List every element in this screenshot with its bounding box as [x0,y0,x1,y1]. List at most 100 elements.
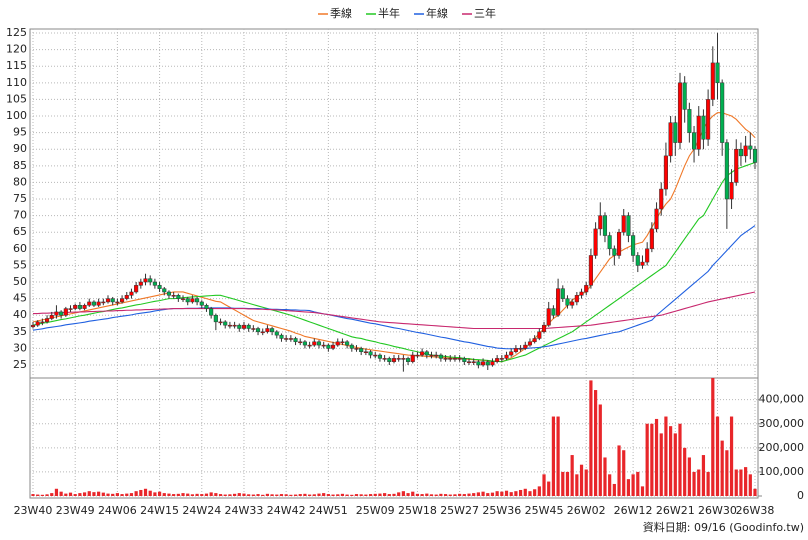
volume-bar [68,492,73,496]
volume-bar [434,494,438,496]
y-tick-label: 40 [13,308,27,321]
volume-bar [697,469,701,496]
volume-bar [636,471,640,496]
volume-bar [458,493,462,496]
candle-body [738,148,743,157]
candle-body [354,348,359,350]
candle-body [45,318,50,323]
volume-bar [411,491,415,496]
candle-body [677,82,683,143]
volume-bar [589,380,593,496]
candle-body [574,295,579,303]
candle-body [335,341,340,346]
volume-bar [293,494,298,496]
volume-bar [556,416,560,496]
x-tick-label: 25W45 [525,504,564,517]
candle-body [593,228,598,256]
candle-body [588,255,593,286]
volume-bar [218,494,223,496]
volume-bar [453,494,457,496]
candle-body [743,145,748,157]
x-tick-label: 24W33 [225,504,264,517]
volume-bar [289,494,293,496]
candle-body [302,341,307,346]
candle-body [265,328,270,333]
candle-body [105,298,111,303]
volume-bar [209,492,213,496]
candle-body [527,341,533,346]
candle-body [696,115,701,150]
x-tick-label: 26W38 [736,504,775,517]
volume-bar [214,493,218,496]
volume-bar [134,491,138,496]
volume-bar [322,493,326,496]
candle-body [499,358,504,360]
volume-bar [200,494,204,496]
volume-bar [364,494,368,496]
candle-body [120,298,125,303]
volume-bar [190,494,195,496]
candle-body [373,354,378,357]
volume-bar [640,486,645,496]
candle-body [471,361,476,363]
candle-body [279,334,284,339]
volume-bar [40,494,44,496]
candle-body [157,285,162,289]
volume-bar [373,493,377,496]
candle-body [40,321,45,324]
volume-bar [673,433,677,496]
candle-body [180,298,186,300]
candle-body [382,358,387,360]
volume-bar [509,492,513,496]
volume-bar [603,457,607,496]
candle-body [724,142,729,200]
candle-body [551,308,556,316]
volume-bar [753,488,757,496]
candle-body [692,132,697,150]
candle-body [659,188,664,210]
legend-label: 三年 [474,6,496,20]
candle-body [438,354,443,359]
candle-body [195,298,200,303]
candle-body [152,281,157,286]
candle-body [518,348,523,350]
volume-bar [31,494,35,496]
y-tick-label: 85 [13,159,27,172]
candle-body [481,361,486,366]
volume-bar [97,491,101,496]
candle-body [410,354,415,362]
candle-body [185,298,190,303]
candle-body [752,148,758,163]
volume-bar [312,494,316,496]
ma-line [32,225,756,350]
volume-bar [481,491,485,496]
y-tick-label: 80 [13,175,27,188]
volume-bar [308,494,312,496]
volume-bar [528,491,532,496]
candle-body [495,358,500,362]
candle-body [420,351,425,356]
volume-bar [345,494,349,496]
candle-body [307,344,312,347]
candle-body [237,324,242,329]
candle-body [579,291,584,296]
candle-body [49,314,54,319]
candle-body [232,324,237,327]
volume-bar [106,493,110,496]
candle-body [30,324,36,328]
volume-bar [654,418,659,496]
volume-bar [36,494,40,496]
volume-bar [448,494,452,496]
y-tick-label: 105 [6,92,27,105]
candle-body [626,215,631,236]
x-tick-label: 26W12 [614,504,653,517]
x-tick-label: 24W51 [309,504,348,517]
candle-body [316,341,322,346]
candle-body [682,82,687,110]
candle-body [429,354,434,357]
volume-bar [547,481,551,496]
volume-bar [518,489,523,496]
volume-bar [340,493,345,496]
candle-body [284,338,289,340]
